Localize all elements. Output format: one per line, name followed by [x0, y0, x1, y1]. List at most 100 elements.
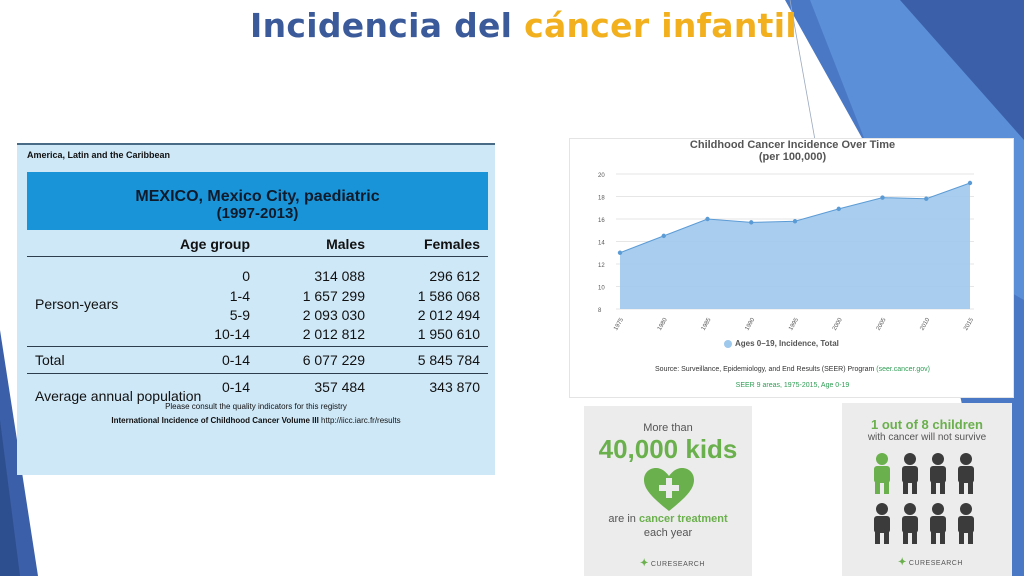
table-note: Please consult the quality indicators fo…: [165, 402, 347, 411]
card2-logo-text: CURESEARCH: [908, 560, 963, 567]
card2-line-1: 1 out of 8 children: [871, 417, 983, 432]
child-figure-icon: [958, 453, 974, 494]
data-point: [661, 233, 666, 239]
table-region: America, Latin and the Caribbean: [27, 150, 171, 160]
data-point: [880, 195, 885, 200]
data-point: [617, 250, 623, 255]
x-tick-label: 1985: [701, 317, 713, 332]
child-figure-icon: [958, 503, 974, 544]
y-tick-label: 10: [598, 286, 605, 292]
child-figure-icon: [930, 503, 946, 544]
card1-line-1: More than: [643, 422, 693, 434]
card1-logo-text: CURESEARCH: [650, 561, 705, 568]
data-point: [705, 216, 710, 222]
table-cell: 314 088: [314, 268, 365, 284]
table-rule: [27, 256, 488, 257]
incidence-chart: 8 10 12 14 16 18 20 1975 1980 1985 1990 1995 2000 200…: [569, 138, 1014, 398]
data-point: [924, 196, 929, 201]
children-figures: [874, 453, 974, 544]
chart-legend: Ages 0–19, Incidence, Total: [724, 339, 839, 348]
table-cell: 357 484: [314, 379, 365, 395]
title-part-1: Incidencia del: [250, 6, 525, 45]
heart-plus-icon: [644, 468, 694, 511]
table-cell: 296 612: [429, 268, 480, 284]
y-tick-label: 20: [598, 173, 605, 179]
child-figure-icon: [902, 453, 918, 494]
child-figure-icon: [874, 503, 890, 544]
table-rule: [27, 373, 488, 374]
child-figure-icon: [902, 503, 918, 544]
y-tick-label: 8: [598, 308, 602, 314]
title-part-2: cáncer infantil: [524, 6, 797, 45]
table-cell: 1 950 610: [417, 326, 480, 342]
table-cell: 1 586 068: [417, 288, 480, 304]
table-cell: 343 870: [429, 379, 480, 395]
x-tick-label: 2000: [832, 317, 844, 332]
curesearch-logo-icon: ✦: [898, 557, 907, 568]
table-heading-line-2: (1997-2013): [216, 205, 299, 222]
table-cell: 0: [242, 268, 250, 284]
row-label-person-years: Person-years: [35, 296, 119, 312]
legend-swatch: [724, 339, 732, 348]
chart-source: Source: Surveillance, Epidemiology, and …: [570, 366, 1015, 373]
table-cell: 0-14: [221, 379, 250, 395]
table-cell: 2 093 030: [302, 307, 365, 323]
table-cell: 10-14: [214, 326, 250, 342]
card1-line-3: each year: [643, 527, 693, 539]
table-cell: 5-9: [229, 307, 250, 323]
incidence-table: America, Latin and the Caribbean MEXICO,…: [17, 143, 495, 475]
x-tick-label: 1980: [657, 317, 669, 332]
page-title: Incidencia del cáncer infantil: [250, 6, 797, 52]
deco-shape-left-dark: [0, 420, 20, 576]
col-header-age: Age group: [180, 236, 250, 252]
col-header-females: Females: [423, 236, 480, 252]
x-tick-label: 2005: [876, 317, 888, 332]
chart-source-link[interactable]: (seer.cancer.gov): [876, 366, 930, 373]
x-tick-label: 1990: [744, 317, 756, 332]
row-label-total: Total: [35, 352, 65, 368]
legend-label: Ages 0–19, Incidence, Total: [735, 339, 839, 348]
card1-line-2a: are in: [608, 513, 639, 525]
y-tick-label: 18: [598, 196, 605, 202]
chart-source-sub: SEER 9 areas, 1975-2015, Age 0-19: [735, 382, 850, 389]
chart-canvas: 8 10 12 14 16 18 20 1975 1980 1985 1990 1995 2000 200…: [598, 173, 975, 332]
table-source: International Incidence of Childhood Can…: [17, 416, 495, 425]
data-point: [749, 220, 754, 225]
data-point: [967, 180, 973, 186]
survival-card: 1 out of 8 children with cancer will not…: [842, 403, 1012, 576]
data-point: [792, 219, 798, 224]
y-tick-label: 16: [598, 218, 605, 224]
child-figure-highlighted-icon: [874, 453, 890, 494]
card1-logo: ✦ CURESEARCH: [640, 558, 705, 569]
kids-in-treatment-card: More than 40,000 kids are in cancer trea…: [584, 406, 752, 576]
curesearch-logo-icon: ✦: [640, 558, 649, 569]
x-tick-label: 2010: [919, 317, 931, 332]
row-label-average: Average annual population: [35, 388, 202, 404]
table-cell: 6 077 229: [302, 352, 365, 368]
col-header-males: Males: [326, 236, 365, 252]
table-source-name: International Incidence of Childhood Can…: [111, 416, 319, 425]
card2-line-2: with cancer will not survive: [867, 432, 987, 443]
y-tick-label: 14: [598, 241, 605, 247]
data-point: [836, 206, 841, 212]
x-tick-label: 2015: [963, 317, 975, 332]
y-tick-label: 12: [598, 263, 605, 269]
table-cell: 5 845 784: [417, 352, 480, 368]
chart-source-text: Source: Surveillance, Epidemiology, and …: [655, 366, 875, 373]
x-tick-label: 1975: [613, 317, 625, 332]
deco-line: [789, 0, 816, 141]
table-heading-line-1: MEXICO, Mexico City, paediatric: [135, 188, 380, 205]
card1-line-2b: cancer treatment: [638, 513, 728, 525]
table-heading: MEXICO, Mexico City, paediatric (1997-20…: [27, 172, 488, 230]
x-tick-label: 1995: [788, 317, 800, 332]
chart-subtitle: (per 100,000): [758, 151, 827, 163]
table-source-url[interactable]: http://iicc.iarc.fr/results: [321, 416, 401, 425]
table-cell: 1-4: [229, 288, 250, 304]
deco-shape-right-dark: [900, 0, 1024, 140]
series-area: [620, 183, 970, 309]
table-cell: 2 012 812: [302, 326, 365, 342]
card2-logo: ✦ CURESEARCH: [898, 557, 963, 568]
table-cell: 1 657 299: [302, 288, 365, 304]
table-rule: [27, 346, 488, 347]
card1-big-number: 40,000 kids: [598, 434, 738, 464]
